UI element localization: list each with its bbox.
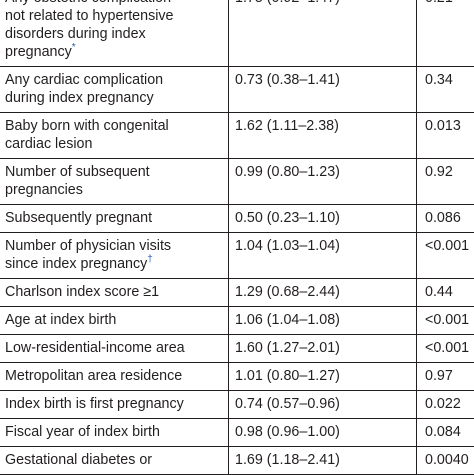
footnote-marker: * [72, 42, 76, 53]
p-value-cell: 0.44 [417, 279, 474, 307]
variable-label: Subsequently pregnant [5, 210, 152, 226]
variable-cell: Gestational diabetes or [0, 447, 229, 475]
p-value-cell: <0.001 [417, 233, 474, 279]
p-value-cell: 0.022 [417, 391, 474, 419]
variable-cell: Subsequently pregnant [0, 205, 229, 233]
variable-cell: Any obstetric complication not related t… [0, 0, 229, 67]
table-row: Gestational diabetes or 1.69 (1.18–2.41)0… [0, 447, 474, 475]
variable-cell: Metropolitan area residence [0, 363, 229, 391]
footnote-marker: † [147, 254, 153, 265]
odds-ratio-cell: 1.69 (1.18–2.41) [229, 447, 417, 475]
variable-label: Any obstetric complication not related t… [5, 0, 174, 60]
variable-label: Index birth is first pregnancy [5, 396, 184, 412]
odds-ratio-cell: 1.01 (0.80–1.27) [229, 363, 417, 391]
p-value-cell: 0.013 [417, 113, 474, 159]
table-row: Baby born with congenital cardiac lesion… [0, 113, 474, 159]
variable-label: Charlson index score ≥1 [5, 284, 159, 300]
odds-ratio-cell: 1.29 (0.68–2.44) [229, 279, 417, 307]
table-row: Index birth is first pregnancy 0.74 (0.57… [0, 391, 474, 419]
variable-label: Gestational diabetes or [5, 452, 152, 468]
variable-label: Low-residential-income area [5, 340, 185, 356]
table-row: Age at index birth 1.06 (1.04–1.08)<0.001 [0, 307, 474, 335]
variable-cell: Number of subsequent pregnancies [0, 159, 229, 205]
p-value-cell: 0.0040 [417, 447, 474, 475]
variable-cell: Any cardiac complication during index pr… [0, 67, 229, 113]
odds-ratio-cell: 0.98 (0.96–1.00) [229, 419, 417, 447]
table-row: Any obstetric complication not related t… [0, 0, 474, 67]
p-value-cell: 0.21 [417, 0, 474, 67]
variable-label: Fiscal year of index birth [5, 424, 160, 440]
odds-ratio-cell: 1.62 (1.11–2.38) [229, 113, 417, 159]
odds-ratio-cell: 1.04 (1.03–1.04) [229, 233, 417, 279]
variable-cell: Index birth is first pregnancy [0, 391, 229, 419]
odds-ratio-cell: 0.99 (0.80–1.23) [229, 159, 417, 205]
variable-cell: Number of physician visits since index p… [0, 233, 229, 279]
variable-cell: Age at index birth [0, 307, 229, 335]
variable-cell: Fiscal year of index birth [0, 419, 229, 447]
table-row: Any cardiac complication during index pr… [0, 67, 474, 113]
p-value-cell: 0.086 [417, 205, 474, 233]
table-row: Metropolitan area residence 1.01 (0.80–1.… [0, 363, 474, 391]
table-row: Number of subsequent pregnancies 0.99 (0.… [0, 159, 474, 205]
variable-label: Baby born with congenital cardiac lesion [5, 118, 169, 152]
p-value-cell: <0.001 [417, 307, 474, 335]
p-value-cell: 0.97 [417, 363, 474, 391]
variable-cell: Baby born with congenital cardiac lesion [0, 113, 229, 159]
odds-ratio-cell: 1.60 (1.27–2.01) [229, 335, 417, 363]
table-row: Fiscal year of index birth 0.98 (0.96–1.0… [0, 419, 474, 447]
odds-ratio-cell: 1.75 (0.92–1.47) [229, 0, 417, 67]
odds-ratio-cell: 0.74 (0.57–0.96) [229, 391, 417, 419]
table-row: Number of physician visits since index p… [0, 233, 474, 279]
p-value-cell: 0.084 [417, 419, 474, 447]
table-row: Subsequently pregnant 0.50 (0.23–1.10)0.0… [0, 205, 474, 233]
odds-ratio-cell: 0.73 (0.38–1.41) [229, 67, 417, 113]
table-row: Charlson index score ≥1 1.29 (0.68–2.44)0… [0, 279, 474, 307]
p-value-cell: 0.34 [417, 67, 474, 113]
table-row: Low-residential-income area 1.60 (1.27–2.… [0, 335, 474, 363]
variable-cell: Low-residential-income area [0, 335, 229, 363]
variable-label: Number of subsequent pregnancies [5, 164, 150, 198]
variable-label: Metropolitan area residence [5, 368, 182, 384]
variable-label: Any cardiac complication during index pr… [5, 72, 163, 106]
p-value-cell: <0.001 [417, 335, 474, 363]
variable-label: Age at index birth [5, 312, 116, 328]
p-value-cell: 0.92 [417, 159, 474, 205]
odds-ratio-cell: 1.06 (1.04–1.08) [229, 307, 417, 335]
variable-cell: Charlson index score ≥1 [0, 279, 229, 307]
odds-ratio-cell: 0.50 (0.23–1.10) [229, 205, 417, 233]
